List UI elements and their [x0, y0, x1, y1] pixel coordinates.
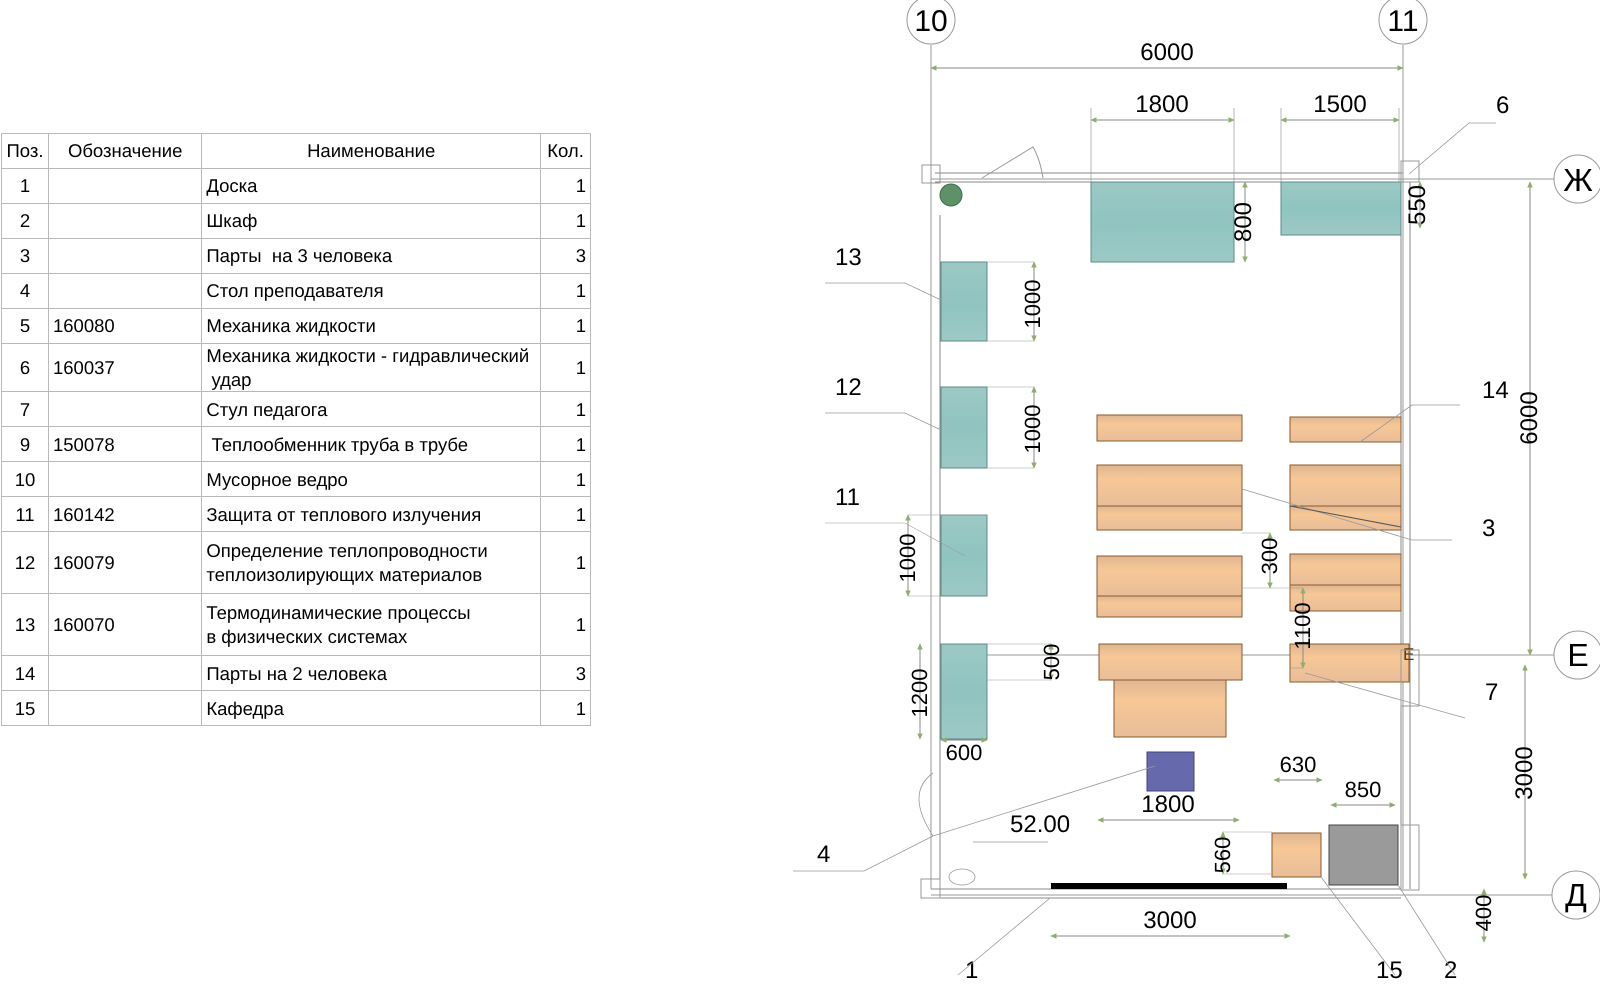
svg-text:500: 500	[1039, 644, 1064, 681]
svg-text:1800: 1800	[1141, 791, 1194, 818]
svg-text:550: 550	[1404, 185, 1431, 225]
svg-text:630: 630	[1280, 752, 1317, 777]
svg-text:3000: 3000	[1143, 907, 1196, 934]
svg-text:1800: 1800	[1135, 91, 1188, 118]
svg-text:6000: 6000	[1140, 39, 1193, 66]
svg-text:52.00: 52.00	[1010, 811, 1070, 838]
svg-text:10: 10	[914, 5, 947, 38]
svg-text:1500: 1500	[1313, 91, 1366, 118]
svg-text:400: 400	[1471, 895, 1496, 932]
svg-text:Ж: Ж	[1563, 162, 1593, 198]
svg-text:300: 300	[1257, 538, 1282, 575]
svg-text:1: 1	[965, 957, 978, 984]
svg-text:1100: 1100	[1290, 602, 1315, 649]
svg-text:13: 13	[835, 244, 862, 271]
svg-text:11: 11	[1387, 5, 1418, 38]
svg-text:600: 600	[946, 740, 983, 765]
svg-text:14: 14	[1482, 377, 1509, 404]
svg-text:Е: Е	[1403, 645, 1414, 664]
svg-text:1000: 1000	[1020, 405, 1045, 454]
svg-text:800: 800	[1230, 202, 1257, 242]
svg-text:4: 4	[817, 841, 830, 868]
svg-text:Е: Е	[1567, 637, 1588, 673]
svg-text:850: 850	[1345, 777, 1382, 802]
svg-text:1000: 1000	[895, 534, 920, 583]
svg-text:7: 7	[1485, 679, 1498, 706]
svg-text:1200: 1200	[907, 669, 932, 718]
svg-text:560: 560	[1210, 837, 1235, 874]
svg-text:Д: Д	[1565, 877, 1587, 913]
svg-text:12: 12	[835, 374, 862, 401]
svg-text:15: 15	[1376, 957, 1403, 984]
svg-text:11: 11	[835, 484, 860, 511]
svg-text:6: 6	[1496, 92, 1509, 119]
svg-text:3000: 3000	[1511, 746, 1538, 799]
svg-text:6000: 6000	[1516, 391, 1543, 444]
svg-text:1000: 1000	[1020, 280, 1045, 329]
svg-text:3: 3	[1482, 515, 1495, 542]
